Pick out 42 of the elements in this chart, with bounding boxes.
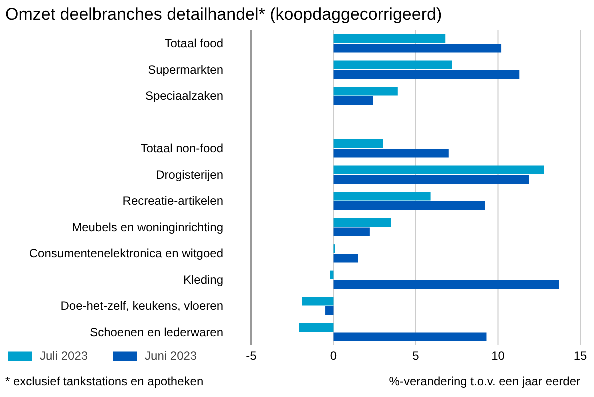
y-tick-label: Totaal non-food (140, 142, 224, 156)
x-axis-title: %-verandering t.o.v. een jaar eerder (389, 374, 581, 388)
x-tick-label: -5 (246, 349, 258, 363)
bar (334, 87, 398, 96)
bar (334, 280, 560, 289)
bar (334, 70, 520, 79)
x-tick-label: 15 (574, 349, 588, 363)
y-tick-label: Doe-het-zelf, keukens, vloeren (60, 299, 224, 314)
bar (334, 254, 358, 263)
bar (334, 332, 487, 342)
bar (334, 228, 370, 236)
chart-title: Omzet deelbranches detailhandel* (koopdaggecorrigeerd) (6, 5, 442, 24)
y-tick-label: Meubels en woninginrichting (72, 220, 224, 234)
bar (326, 306, 334, 316)
bar (334, 202, 486, 210)
bar (334, 175, 530, 184)
x-tick-label: 0 (330, 349, 338, 363)
bar (334, 60, 452, 70)
y-tick-label: Drogisterijen (156, 168, 224, 182)
x-tick-label: 10 (492, 349, 506, 363)
bar (302, 297, 334, 306)
bar (330, 270, 334, 280)
legend-label: Juni 2023 (145, 349, 198, 363)
bar (334, 192, 431, 201)
bar (334, 44, 502, 53)
bar (334, 149, 449, 158)
y-tick-label: Supermarkten (148, 62, 224, 77)
bar (334, 140, 384, 148)
bar (334, 96, 374, 106)
bar (299, 323, 334, 332)
y-tick-label: Kleding (183, 272, 224, 287)
bar (334, 218, 392, 227)
y-tick-label: Totaal food (164, 36, 224, 51)
y-tick-label: Schoenen en lederwaren (90, 325, 224, 340)
text: * exclusief tankstations en apotheken (6, 374, 204, 388)
bar (334, 166, 544, 174)
y-tick-label: Recreatie-artikelen (122, 194, 224, 208)
y-tick-label: Speciaalzaken (145, 89, 224, 104)
bar (334, 34, 446, 44)
legend-label: Juli 2023 (40, 349, 88, 363)
y-tick-label: Consumentenelektronica en witgoed (29, 246, 224, 261)
x-tick-label: 5 (412, 349, 420, 363)
